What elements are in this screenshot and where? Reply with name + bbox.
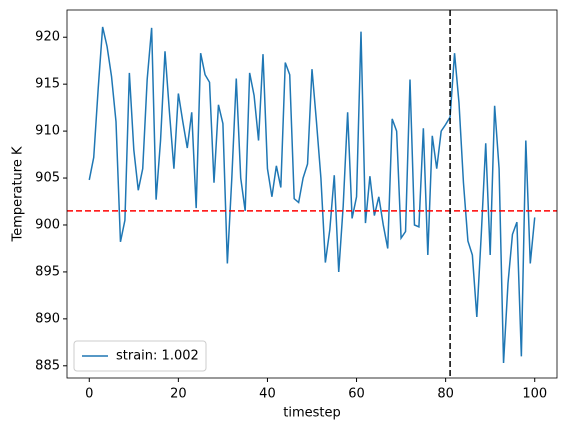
- legend-label: strain: 1.002: [116, 349, 199, 364]
- x-tick-label: 40: [259, 387, 276, 402]
- y-tick-label: 905: [35, 171, 60, 186]
- y-tick-label: 915: [35, 77, 60, 92]
- y-tick-label: 895: [35, 264, 60, 279]
- x-tick-label: 0: [85, 387, 93, 402]
- y-tick-label: 885: [35, 358, 60, 373]
- x-tick-label: 80: [437, 387, 454, 402]
- x-axis-label: timestep: [283, 406, 341, 421]
- x-tick-label: 20: [170, 387, 187, 402]
- y-tick-label: 920: [35, 30, 60, 45]
- legend-box: [73, 340, 207, 372]
- x-tick-label: 100: [522, 387, 547, 402]
- x-tick-label: 60: [348, 387, 365, 402]
- y-tick-label: 910: [35, 124, 60, 139]
- y-tick-label: 890: [35, 311, 60, 326]
- y-tick-label: 900: [35, 217, 60, 232]
- y-axis-label: Temperature K: [11, 146, 26, 242]
- plot-frame: [66, 9, 558, 379]
- line: [88, 26, 536, 364]
